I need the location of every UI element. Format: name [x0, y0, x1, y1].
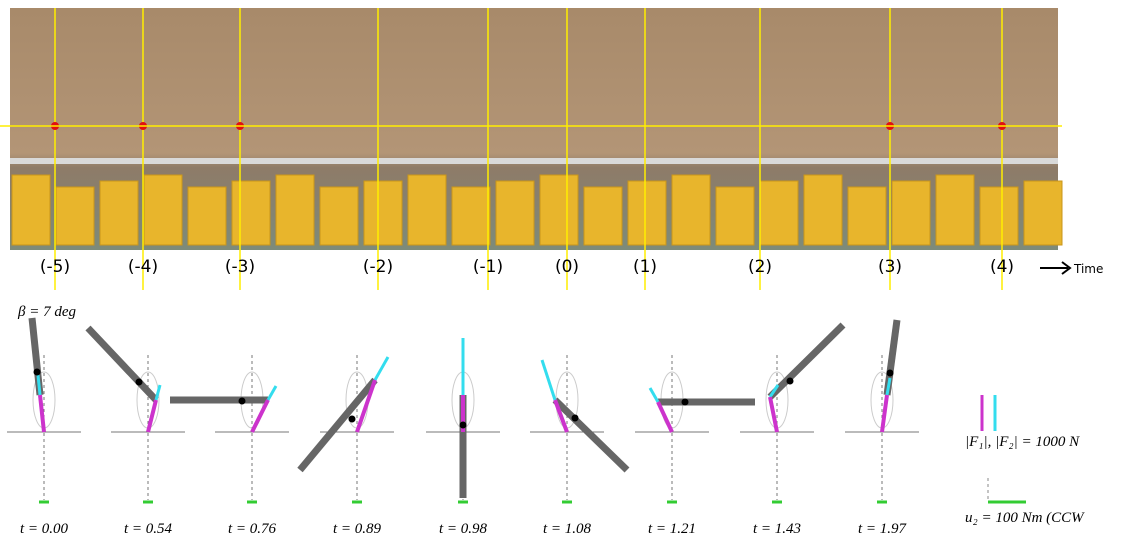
photo-label: (-4) — [128, 257, 158, 277]
com-dot — [460, 422, 467, 429]
box — [980, 187, 1018, 245]
force-legend: |F₁|, |F₂| = 1000 N — [965, 434, 1080, 450]
stick-figures — [7, 318, 919, 502]
box — [496, 181, 534, 245]
body — [88, 328, 156, 400]
frame-label: t = 1.43 — [753, 521, 801, 537]
force-cyan — [38, 375, 40, 395]
bar-rail — [10, 158, 1058, 164]
body — [555, 400, 627, 470]
com-dot — [34, 369, 41, 376]
beta-label: β = 7 deg — [17, 304, 77, 320]
frame-label: t = 0.89 — [333, 521, 382, 537]
frame-label: t = 0.98 — [439, 521, 488, 537]
box — [716, 187, 754, 245]
box — [56, 187, 94, 245]
photo-label: (-3) — [225, 257, 255, 277]
photo-label: (1) — [633, 257, 657, 277]
box — [628, 181, 666, 245]
box — [452, 187, 490, 245]
frame-label: t = 0.00 — [20, 521, 69, 537]
com-dot — [349, 416, 356, 423]
box — [584, 187, 622, 245]
photo-label: (2) — [748, 257, 772, 277]
box — [100, 181, 138, 245]
force-cyan — [375, 357, 388, 380]
box — [892, 181, 930, 245]
box — [1024, 181, 1062, 245]
box — [848, 187, 886, 245]
arm — [252, 400, 268, 432]
box — [364, 181, 402, 245]
frame-label: t = 0.76 — [228, 521, 277, 537]
com-dot — [239, 398, 246, 405]
com-dot — [682, 399, 689, 406]
box — [540, 175, 578, 245]
frame-label: t = 0.54 — [124, 521, 173, 537]
com-dot — [572, 415, 579, 422]
box — [232, 181, 270, 245]
box — [320, 187, 358, 245]
time-label: Time — [1073, 262, 1103, 276]
box — [144, 175, 182, 245]
photo-label: (-1) — [473, 257, 503, 277]
frame-label: t = 1.21 — [648, 521, 696, 537]
com-dot — [787, 378, 794, 385]
box — [760, 181, 798, 245]
arm — [658, 402, 672, 432]
box — [188, 187, 226, 245]
torque-legend: u₂ = 100 Nm (CCW — [965, 510, 1085, 526]
force-cyan — [542, 360, 555, 400]
box — [672, 175, 710, 245]
photo-label: (0) — [555, 257, 579, 277]
box — [936, 175, 974, 245]
frame-label: t = 1.08 — [543, 521, 592, 537]
com-dot — [136, 379, 143, 386]
photo-label: (4) — [990, 257, 1014, 277]
force-cyan — [650, 388, 658, 402]
box — [12, 175, 50, 245]
frame-label: t = 1.97 — [858, 521, 908, 537]
force-cyan — [268, 386, 276, 400]
body — [300, 380, 375, 470]
com-dot — [887, 370, 894, 377]
photo-label: (-5) — [40, 257, 70, 277]
figure: Time β = 7 deg |F₁|, |F₂| = 1000 N u₂ = … — [0, 0, 1133, 542]
arm — [148, 400, 156, 432]
box — [408, 175, 446, 245]
body — [770, 325, 843, 397]
box — [276, 175, 314, 245]
photo-label: (-2) — [363, 257, 393, 277]
box — [804, 175, 842, 245]
photo-label: (3) — [878, 257, 902, 277]
